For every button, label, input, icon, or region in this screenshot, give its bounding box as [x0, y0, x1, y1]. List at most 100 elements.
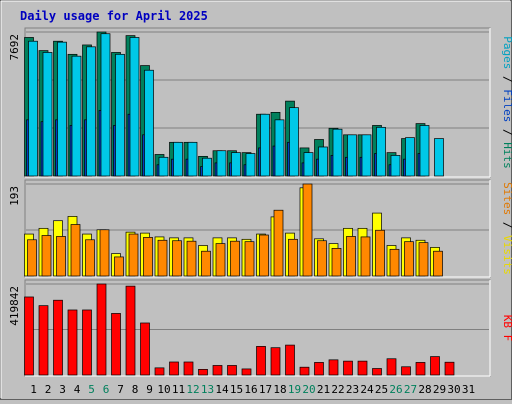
day-label-16: 16	[244, 383, 257, 396]
bar-kb-f-day-4	[67, 309, 78, 376]
day-label-11: 11	[172, 383, 185, 396]
bar-kb-f-day-5	[82, 309, 92, 376]
bar-pages-day-5	[86, 46, 96, 177]
bar-kb-f-day-25	[372, 368, 382, 376]
day-label-7: 7	[117, 383, 124, 396]
series-sites	[27, 183, 443, 277]
bar-sites-day-8	[128, 233, 139, 277]
day-label-17: 17	[259, 383, 272, 396]
bar-pages-day-13	[202, 157, 212, 177]
bar-pages-day-29	[434, 138, 444, 177]
series-kb-f	[24, 283, 455, 376]
bar-sites-day-4	[70, 224, 81, 277]
bar-sites-day-14	[215, 243, 226, 277]
bar-pages-day-3	[57, 41, 67, 177]
day-label-15: 15	[230, 383, 243, 396]
bar-sites-day-23	[346, 236, 356, 277]
day-label-8: 8	[132, 383, 139, 396]
bar-kb-f-day-30	[444, 361, 455, 376]
bar-kb-f-day-29	[430, 356, 440, 376]
legend-part: Visits	[501, 235, 512, 275]
bar-pages-day-24	[361, 134, 372, 177]
bar-kb-f-day-12	[183, 361, 194, 376]
chart-panels: 7692 Pages / Files / Hits 193 Sites / Visit…	[8, 27, 512, 377]
legend-part: KB F	[501, 315, 512, 342]
bar-pages-day-7	[115, 53, 125, 177]
legend-part: Files	[501, 89, 512, 122]
bar-sites-day-16	[244, 241, 255, 277]
bar-sites-day-26	[389, 248, 400, 277]
legend-part: /	[501, 69, 512, 89]
bar-pages-day-20	[303, 152, 314, 177]
day-label-28: 28	[418, 383, 431, 396]
legend-part: Sites	[501, 182, 512, 215]
bar-sites-day-15	[230, 240, 240, 277]
bar-sites-day-22	[331, 248, 342, 277]
day-label-10: 10	[157, 383, 170, 396]
panel-max-label: 7692	[8, 34, 21, 61]
day-label-3: 3	[59, 383, 66, 396]
bar-pages-day-18	[274, 119, 285, 177]
bar-pages-day-17	[260, 113, 270, 177]
bar-kb-f-day-3	[53, 299, 63, 376]
bar-kb-f-day-6	[96, 283, 107, 376]
bar-sites-day-2	[41, 235, 52, 277]
bar-sites-day-21	[317, 240, 327, 277]
day-label-5: 5	[88, 383, 95, 396]
day-label-21: 21	[317, 383, 330, 396]
bar-sites-day-10	[157, 239, 168, 277]
bar-kb-f-day-17	[256, 346, 266, 376]
bar-kb-f-day-26	[386, 358, 397, 376]
day-label-19: 19	[288, 383, 301, 396]
bar-pages-day-1	[28, 40, 38, 177]
bar-sites-day-18	[273, 209, 284, 277]
day-label-27: 27	[404, 383, 417, 396]
bar-kb-f-day-14	[212, 365, 223, 376]
bar-sites-day-7	[114, 256, 124, 277]
bar-pages-day-6	[100, 33, 111, 177]
day-label-14: 14	[215, 383, 229, 396]
bar-kb-f-day-21	[314, 362, 324, 376]
bar-sites-day-27	[404, 241, 414, 277]
bar-sites-day-11	[172, 240, 182, 277]
bar-pages-day-14	[216, 150, 227, 177]
bar-pages-day-22	[332, 128, 343, 177]
bar-pages-day-8	[129, 37, 140, 177]
panel-legend: Sites / Visits	[501, 182, 512, 275]
day-label-20: 20	[302, 383, 315, 396]
bar-sites-day-3	[56, 236, 66, 277]
bar-kb-f-day-19	[285, 344, 295, 376]
panel-top: 7692 Pages / Files / Hits	[8, 27, 512, 178]
bar-sites-day-25	[375, 229, 385, 277]
day-label-18: 18	[273, 383, 286, 396]
bar-kb-f-day-8	[125, 285, 136, 376]
bar-sites-day-20	[302, 183, 313, 277]
day-label-24: 24	[360, 383, 374, 396]
day-label-23: 23	[346, 383, 359, 396]
bar-sites-day-24	[360, 236, 371, 277]
panel-middle: 193 Sites / Visits	[8, 179, 512, 278]
bar-sites-day-19	[288, 238, 298, 277]
day-label-9: 9	[146, 383, 153, 396]
bar-kb-f-day-11	[169, 361, 179, 376]
bar-kb-f-day-27	[401, 366, 411, 376]
day-axis-labels: 1 2 3 4 5 6 7 8 9 10 11 12 13 14 15 16 17 18 19 20 21 22 23 24 2…	[30, 383, 475, 396]
panel-max-label: 193	[8, 186, 21, 206]
bar-kb-f-day-16	[241, 368, 252, 376]
day-label-2: 2	[45, 383, 52, 396]
bar-sites-day-1	[27, 239, 37, 277]
bar-kb-f-day-10	[154, 367, 165, 376]
legend-part: Pages	[501, 36, 512, 69]
bar-kb-f-day-15	[227, 365, 237, 376]
legend-part: /	[501, 122, 512, 142]
bar-pages-day-11	[173, 141, 183, 177]
bar-kb-f-day-9	[140, 322, 150, 376]
bar-pages-day-25	[376, 126, 386, 177]
bar-kb-f-day-20	[299, 366, 310, 376]
bar-pages-day-15	[231, 152, 241, 177]
day-label-30: 30	[447, 383, 460, 396]
bar-kb-f-day-1	[24, 296, 34, 376]
legend-part: /	[501, 215, 512, 235]
bar-sites-day-5	[85, 239, 95, 277]
